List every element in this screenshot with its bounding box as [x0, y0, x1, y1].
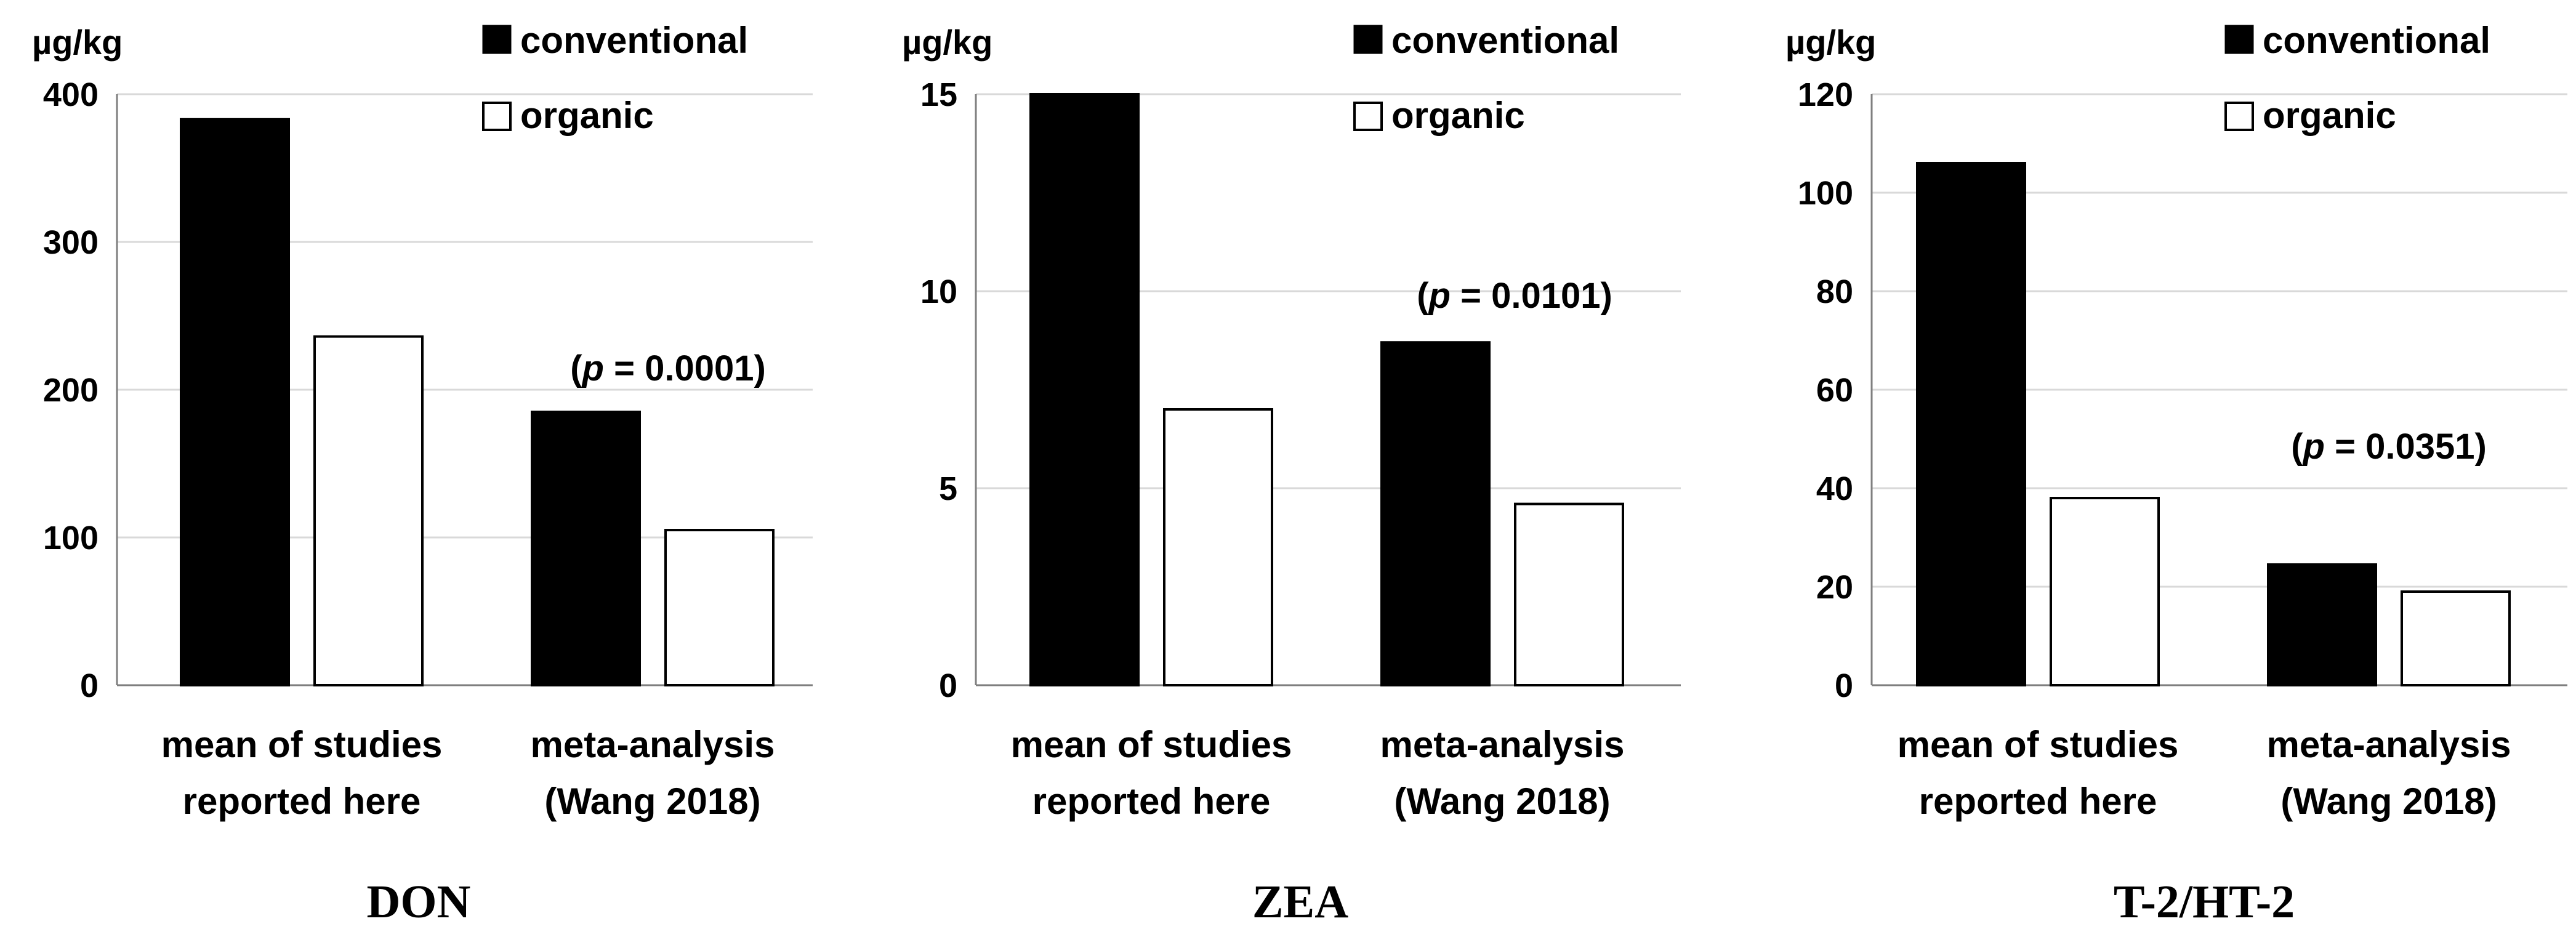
chart-panel-don: 0 100 200 300 400 µg/kg mean of studies reporte… [32, 20, 813, 928]
legend-swatch-conventional [482, 25, 512, 54]
legend-swatch-organic [1353, 102, 1383, 131]
y-tick-label: 80 [1816, 273, 1853, 310]
chart-title: T-2/HT-2 [2114, 876, 2295, 928]
y-tick-label: 60 [1816, 372, 1853, 409]
y-tick-label: 40 [1816, 470, 1853, 507]
bar-conventional-mean-of-studies [1916, 162, 2026, 686]
p-value-text: = 0.0001) [604, 348, 766, 388]
x-category-label: reported here [183, 781, 421, 822]
y-tick-label: 120 [1798, 76, 1853, 113]
x-category-label: mean of studies [161, 724, 443, 765]
p-value-open: ( [1417, 276, 1429, 316]
chart-panel-t-2-ht-2: 0 20 40 60 80 100 120 µg/kg mean of studies repor… [1785, 20, 2567, 928]
legend-label-organic: organic [520, 95, 654, 136]
chart-title: ZEA [1252, 876, 1348, 928]
p-value-symbol: p [2302, 427, 2325, 467]
y-axis-unit: µg/kg [1785, 23, 1876, 62]
x-category-label: (Wang 2018) [1394, 781, 1610, 822]
y-tick-label: 200 [43, 372, 99, 409]
bar-conventional-mean-of-studies [180, 118, 290, 687]
x-category-label: (Wang 2018) [544, 781, 760, 822]
x-category-label: mean of studies [1011, 724, 1292, 765]
legend-label-conventional: conventional [520, 20, 748, 61]
p-value-open: ( [570, 348, 582, 388]
x-category-label: meta-analysis [2267, 724, 2511, 765]
p-value-open: ( [2291, 427, 2303, 467]
bar-conventional-meta-analysis [2267, 563, 2377, 686]
x-category-label: (Wang 2018) [2280, 781, 2497, 822]
bar-organic-mean-of-studies [2050, 497, 2160, 686]
y-tick-label: 0 [80, 667, 99, 704]
bar-organic-mean-of-studies [1163, 408, 1273, 686]
p-value-symbol: p [581, 348, 604, 388]
y-axis-unit: µg/kg [902, 23, 992, 62]
legend-label-conventional: conventional [1391, 20, 1619, 61]
bar-conventional-meta-analysis [531, 411, 641, 686]
y-tick-label: 5 [939, 470, 957, 507]
legend-label-conventional: conventional [2263, 20, 2490, 61]
y-tick-label: 300 [43, 224, 99, 261]
p-value-annotation: (p = 0.0351) [2291, 427, 2487, 467]
chart-title: DON [367, 876, 471, 928]
legend-swatch-conventional [2224, 25, 2254, 54]
x-category-label: reported here [1919, 781, 2157, 822]
bar-organic-mean-of-studies [313, 335, 424, 686]
bar-conventional-meta-analysis [1380, 341, 1491, 686]
p-value-annotation: (p = 0.0101) [1417, 276, 1612, 316]
bar-conventional-mean-of-studies [1029, 93, 1140, 686]
y-axis-unit: µg/kg [32, 23, 123, 62]
bar-organic-meta-analysis [664, 529, 775, 686]
y-tick-label: 100 [43, 520, 99, 557]
p-value-text: = 0.0351) [2325, 427, 2487, 467]
legend-label-organic: organic [2263, 95, 2396, 136]
legend-swatch-conventional [1353, 25, 1383, 54]
p-value-text: = 0.0101) [1451, 276, 1612, 316]
legend-swatch-organic [2224, 102, 2254, 131]
bar-organic-meta-analysis [1514, 502, 1624, 686]
bar-organic-meta-analysis [2401, 590, 2511, 686]
y-tick-label: 15 [920, 76, 957, 113]
p-value-annotation: (p = 0.0001) [570, 348, 766, 388]
x-category-label: meta-analysis [531, 724, 775, 765]
legend-swatch-organic [482, 102, 512, 131]
y-tick-label: 100 [1798, 175, 1853, 212]
legend-label-organic: organic [1391, 95, 1525, 136]
y-tick-label: 0 [1835, 667, 1853, 704]
y-tick-label: 10 [920, 273, 957, 310]
x-category-label: mean of studies [1898, 724, 2179, 765]
y-tick-label: 400 [43, 76, 99, 113]
p-value-symbol: p [1428, 276, 1451, 316]
chart-panel-zea: 0 5 10 15 µg/kg mean of studies reported here m… [902, 20, 1681, 928]
x-category-label: meta-analysis [1380, 724, 1625, 765]
y-tick-label: 20 [1816, 569, 1853, 606]
x-category-label: reported here [1032, 781, 1271, 822]
y-tick-label: 0 [939, 667, 957, 704]
